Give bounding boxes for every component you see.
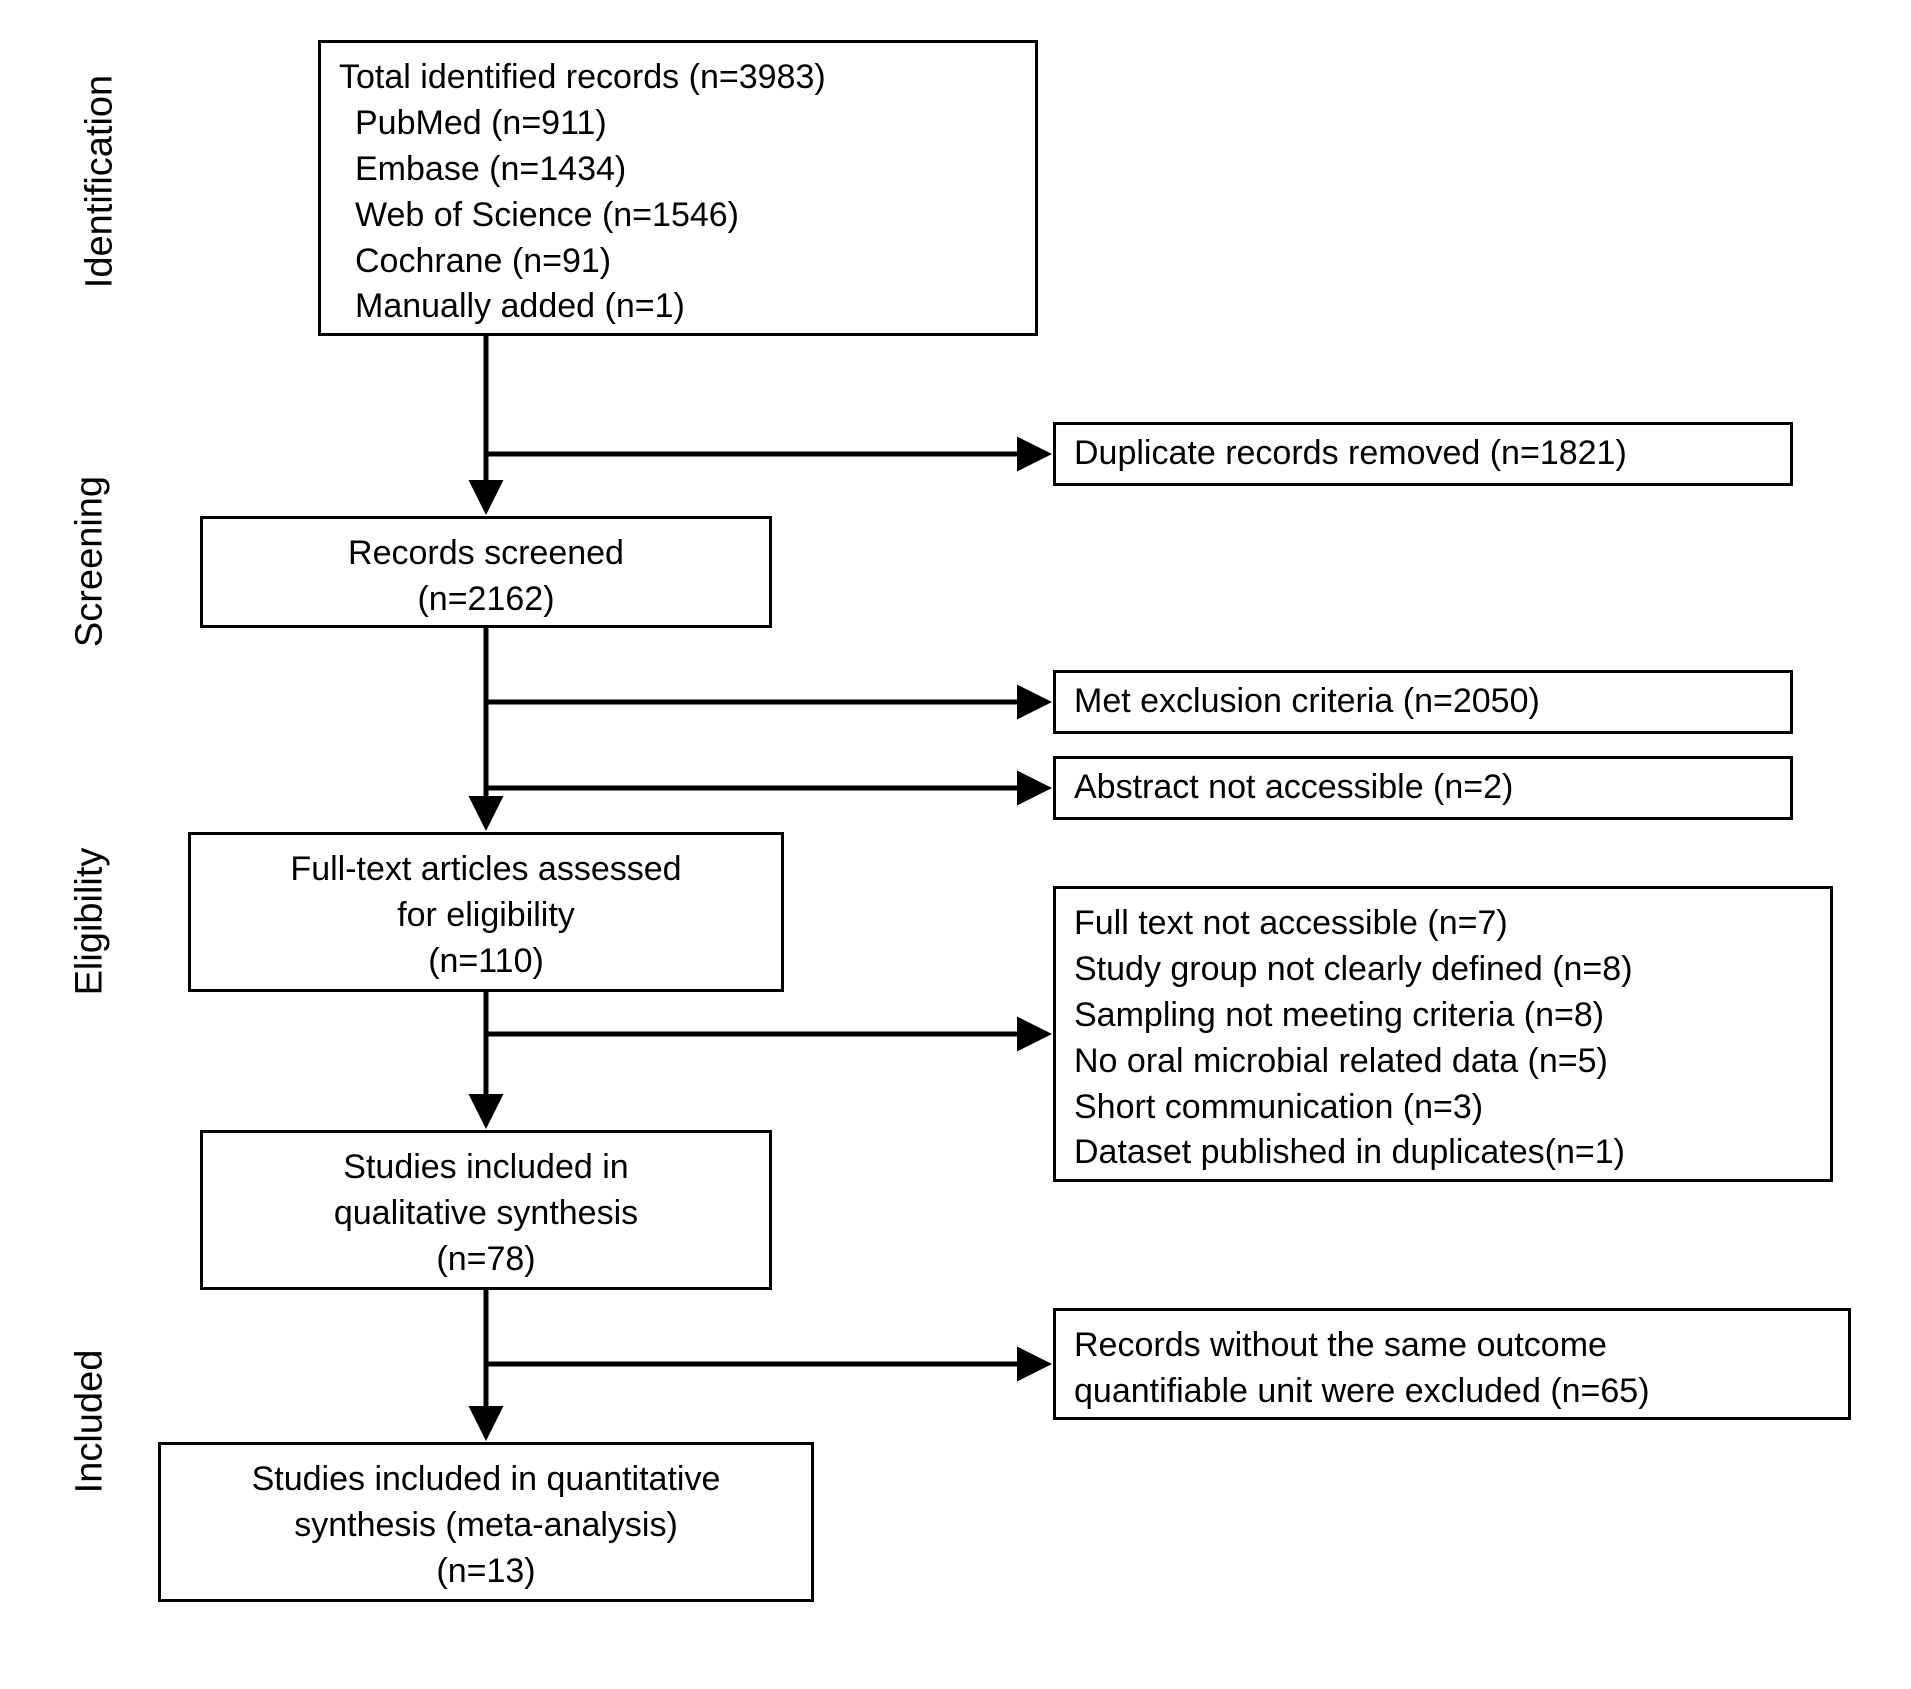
line: Studies included in quantitative (179, 1457, 793, 1503)
box-records-screened: Records screened (n=2162) (200, 516, 772, 628)
line: Full text not accessible (n=7) (1074, 901, 1812, 947)
line: Met exclusion criteria (n=2050) (1074, 679, 1540, 725)
box-quantitative-synthesis: Studies included in quantitative synthes… (158, 1442, 814, 1602)
box-identified-records: Total identified records (n=3983) PubMed… (318, 40, 1038, 336)
line: qualitative synthesis (221, 1191, 751, 1237)
stage-included: Included (69, 1322, 112, 1522)
line: (n=110) (209, 939, 763, 985)
box-abstract-not-accessible: Abstract not accessible (n=2) (1053, 756, 1793, 820)
box-records-excluded-outcome: Records without the same outcome quantif… (1053, 1308, 1851, 1420)
line: (n=13) (179, 1549, 793, 1595)
line: Web of Science (n=1546) (339, 193, 1017, 239)
stage-identification: Identification (79, 42, 122, 322)
line: Studies included in (221, 1145, 751, 1191)
line: Manually added (n=1) (339, 284, 1017, 330)
line: for eligibility (209, 893, 763, 939)
line: Embase (n=1434) (339, 147, 1017, 193)
line: Study group not clearly defined (n=8) (1074, 947, 1812, 993)
line: (n=2162) (221, 577, 751, 623)
line: Sampling not meeting criteria (n=8) (1074, 993, 1812, 1039)
line: quantifiable unit were excluded (n=65) (1074, 1369, 1830, 1415)
box-fulltext-exclusions: Full text not accessible (n=7) Study gro… (1053, 886, 1833, 1182)
box-duplicates-removed: Duplicate records removed (n=1821) (1053, 422, 1793, 486)
stage-eligibility: Eligibility (69, 817, 112, 1027)
stage-screening: Screening (69, 452, 112, 672)
line: synthesis (meta-analysis) (179, 1503, 793, 1549)
line: (n=78) (221, 1237, 751, 1283)
box-exclusion-criteria: Met exclusion criteria (n=2050) (1053, 670, 1793, 734)
line: PubMed (n=911) (339, 101, 1017, 147)
line: Short communication (n=3) (1074, 1085, 1812, 1131)
line: Full-text articles assessed (209, 847, 763, 893)
box-qualitative-synthesis: Studies included in qualitative synthesi… (200, 1130, 772, 1290)
line: Records screened (221, 531, 751, 577)
line: Dataset published in duplicates(n=1) (1074, 1130, 1812, 1176)
prisma-flowchart: Identification Screening Eligibility Inc… (20, 20, 1911, 1669)
line: Abstract not accessible (n=2) (1074, 765, 1513, 811)
line: Records without the same outcome (1074, 1323, 1830, 1369)
line: Duplicate records removed (n=1821) (1074, 431, 1627, 477)
line: Cochrane (n=91) (339, 239, 1017, 285)
line: Total identified records (n=3983) (339, 55, 1017, 101)
line: No oral microbial related data (n=5) (1074, 1039, 1812, 1085)
box-fulltext-assessed: Full-text articles assessed for eligibil… (188, 832, 784, 992)
